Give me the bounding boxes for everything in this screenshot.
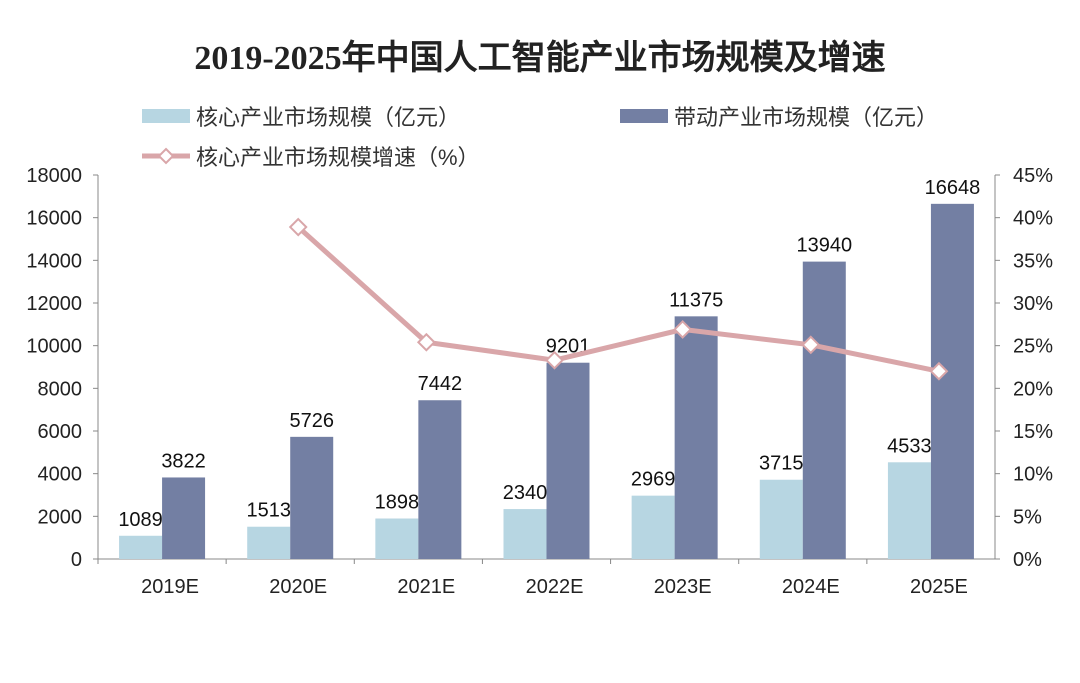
bar-core [375, 518, 419, 559]
x-tick-label: 2020E [269, 576, 327, 598]
growth-point [801, 335, 821, 355]
y2-tick-label: 0% [1013, 549, 1042, 571]
legend-item-growth: 核心产业市场规模增速（%） [142, 140, 480, 172]
growth-line [296, 225, 940, 374]
data-label: 11375 [669, 289, 723, 311]
growth-point [673, 320, 693, 339]
legend-label: 核心产业市场规模（亿元） [196, 105, 461, 130]
bar-driven [930, 203, 974, 560]
y-tick-label: 12000 [26, 293, 82, 315]
y2-tick-label: 15% [1013, 421, 1053, 443]
legend-item-core: 核心产业市场规模（亿元） [142, 100, 460, 132]
bar-driven [546, 362, 590, 559]
bar-core [887, 462, 931, 559]
growth-point [288, 217, 308, 237]
data-label: 7442 [418, 373, 463, 395]
y2-tick-label: 40% [1013, 208, 1053, 230]
bar-core [631, 495, 675, 559]
y-tick-label: 0 [71, 549, 82, 571]
data-label: 2340 [503, 482, 548, 504]
chart-title: 2019-2025年中国人工智能产业市场规模及增速 [194, 40, 886, 77]
data-label: 1513 [246, 500, 291, 522]
data-label: 16648 [925, 177, 981, 199]
legend-swatch [620, 109, 668, 123]
y-tick-label: 2000 [38, 506, 83, 528]
data-label: 4533 [887, 435, 932, 457]
data-label: 3822 [161, 450, 206, 472]
bar-driven [290, 436, 334, 559]
y-tick-label: 16000 [26, 208, 82, 230]
legend-item-driven: 带动产业市场规模（亿元） [620, 100, 938, 132]
bar-core [759, 479, 803, 559]
y2-tick-label: 10% [1013, 464, 1053, 486]
bar-driven [162, 477, 206, 559]
legend-label: 带动产业市场规模（亿元） [674, 105, 939, 130]
y2-tick-label: 30% [1013, 293, 1053, 315]
data-label: 13940 [796, 235, 852, 257]
bar-core [503, 509, 547, 559]
bar-core [119, 535, 163, 559]
bar-driven [802, 261, 846, 559]
data-label: 1089 [118, 509, 163, 531]
y-tick-label: 14000 [26, 250, 82, 272]
y2-tick-label: 25% [1013, 336, 1053, 358]
growth-point [545, 350, 564, 370]
y-tick-label: 4000 [38, 464, 83, 486]
x-tick-label: 2025E [910, 576, 968, 598]
x-tick-label: 2024E [782, 576, 840, 598]
y-tick-label: 18000 [26, 165, 82, 187]
data-label: 5726 [289, 410, 334, 432]
x-tick-label: 2022E [526, 576, 584, 598]
y2-tick-label: 35% [1013, 250, 1053, 272]
y2-tick-label: 5% [1013, 506, 1042, 528]
data-label: 3715 [759, 453, 804, 475]
data-label: 1898 [375, 492, 420, 514]
legend-label: 核心产业市场规模增速（%） [196, 145, 480, 170]
y-tick-label: 10000 [26, 336, 82, 358]
y-tick-label: 8000 [38, 378, 83, 400]
bar-driven [674, 316, 718, 559]
bar-driven [418, 400, 462, 559]
legend-swatch [142, 109, 190, 123]
legend-line-marker [142, 147, 190, 165]
y2-tick-label: 20% [1013, 378, 1053, 400]
x-tick-label: 2019E [141, 576, 199, 598]
x-tick-label: 2021E [397, 576, 455, 598]
y2-tick-label: 45% [1013, 165, 1053, 187]
growth-point [929, 361, 949, 381]
y-tick-label: 6000 [38, 421, 83, 443]
x-tick-label: 2023E [654, 576, 712, 598]
bar-core [247, 526, 291, 559]
data-label: 2969 [631, 469, 676, 491]
growth-point [416, 332, 436, 352]
